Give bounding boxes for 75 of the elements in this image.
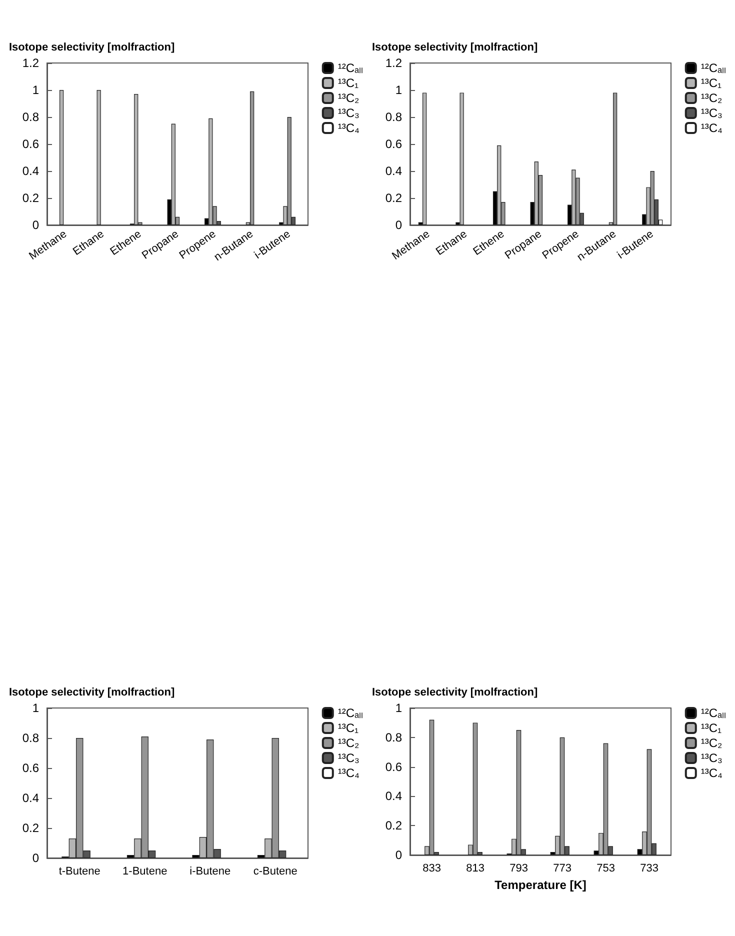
- y-tick-label: 0.2: [22, 191, 40, 205]
- y-tick-label: 0.8: [385, 110, 402, 124]
- legend-label: ¹²Cₐₗₗ: [700, 61, 726, 75]
- legend-label: ¹³C₁: [700, 721, 722, 735]
- legend-label: ¹²Cₐₗₗ: [338, 61, 363, 75]
- bar: [422, 92, 427, 225]
- x-tick-label: 773: [553, 862, 572, 874]
- legend-label: ¹³C₁: [338, 721, 359, 735]
- y-axis-title: Isotope selectivity [molfraction]: [9, 686, 175, 698]
- y-tick-label: 0.4: [385, 164, 402, 178]
- bar: [208, 118, 213, 225]
- y-tick-label: 0: [395, 218, 402, 232]
- y-tick-label: 0.8: [22, 731, 40, 745]
- y-tick-label: 0: [32, 218, 40, 232]
- y-tick-label: 0.6: [385, 760, 402, 774]
- bar: [287, 117, 292, 225]
- y-tick-label: 1.2: [22, 56, 40, 70]
- legend-label: ¹³C₄: [700, 766, 723, 780]
- bar: [460, 92, 464, 225]
- y-tick-label: 0.2: [385, 818, 402, 833]
- y-tick-label: 0.8: [22, 110, 40, 124]
- x-tick-label: t-Butene: [58, 866, 100, 878]
- bar: [171, 124, 176, 225]
- legend-label: ¹²Cₐₗₗ: [338, 706, 363, 720]
- y-tick-label: 0: [395, 848, 402, 862]
- legend-label: ¹³C₁: [700, 76, 722, 90]
- y-tick-label: 0.4: [22, 791, 40, 805]
- y-tick-label: 0.8: [385, 730, 402, 744]
- bar: [613, 92, 618, 225]
- y-tick-label: 0.6: [22, 137, 40, 151]
- x-tick-label: 1-Butene: [122, 866, 168, 878]
- legend-label: ¹³C₄: [338, 121, 360, 135]
- y-axis-title: Isotope selectivity [molfraction]: [372, 42, 538, 54]
- bar: [572, 170, 576, 225]
- y-axis-title: Isotope selectivity [molfraction]: [372, 686, 538, 698]
- y-tick-label: 1: [32, 83, 40, 97]
- y-tick-label: 0.4: [22, 164, 40, 178]
- y-tick-label: 1: [32, 701, 40, 715]
- legend-label: ¹³C₁: [338, 76, 359, 90]
- bar: [497, 145, 502, 225]
- bar: [96, 90, 101, 225]
- y-tick-label: 1: [395, 701, 402, 715]
- legend-label: ¹³C₃: [338, 751, 360, 765]
- bar: [534, 162, 538, 225]
- x-tick-label: 753: [596, 862, 615, 874]
- legend-label: ¹³C₄: [338, 766, 360, 780]
- bar: [650, 171, 654, 225]
- legend-label: ¹³C₄: [700, 121, 723, 135]
- x-tick-label: i-Butene: [190, 866, 231, 878]
- legend-label: ¹³C₂: [338, 736, 360, 750]
- y-axis-title: Isotope selectivity [molfraction]: [9, 42, 175, 54]
- x-tick-label: 833: [422, 862, 441, 874]
- legend-label: ¹³C₃: [700, 106, 723, 120]
- bar: [59, 90, 64, 225]
- x-tick-label: 733: [640, 862, 658, 874]
- legend-label: ¹³C₂: [700, 91, 723, 105]
- legend-label: ¹³C₂: [338, 91, 360, 105]
- legend-label: ¹³C₂: [700, 736, 723, 750]
- y-tick-label: 0.6: [22, 761, 40, 775]
- y-tick-label: 1.2: [385, 56, 402, 70]
- y-tick-label: 1: [395, 83, 402, 97]
- y-tick-label: 0.6: [385, 137, 402, 151]
- x-axis-title: Temperature [K]: [494, 878, 586, 892]
- bar: [250, 91, 254, 225]
- legend-label: ¹³C₃: [338, 106, 360, 120]
- x-tick-label: 813: [466, 862, 484, 874]
- bar: [134, 94, 138, 225]
- y-tick-label: 0.2: [22, 821, 40, 835]
- y-tick-label: 0.2: [385, 191, 402, 205]
- y-tick-label: 0: [32, 851, 40, 865]
- x-tick-label: 793: [510, 862, 528, 874]
- legend-label: ¹²Cₐₗₗ: [700, 706, 726, 720]
- y-tick-label: 0.4: [385, 789, 402, 804]
- legend-label: ¹³C₃: [700, 751, 723, 765]
- x-tick-label: c-Butene: [253, 866, 298, 878]
